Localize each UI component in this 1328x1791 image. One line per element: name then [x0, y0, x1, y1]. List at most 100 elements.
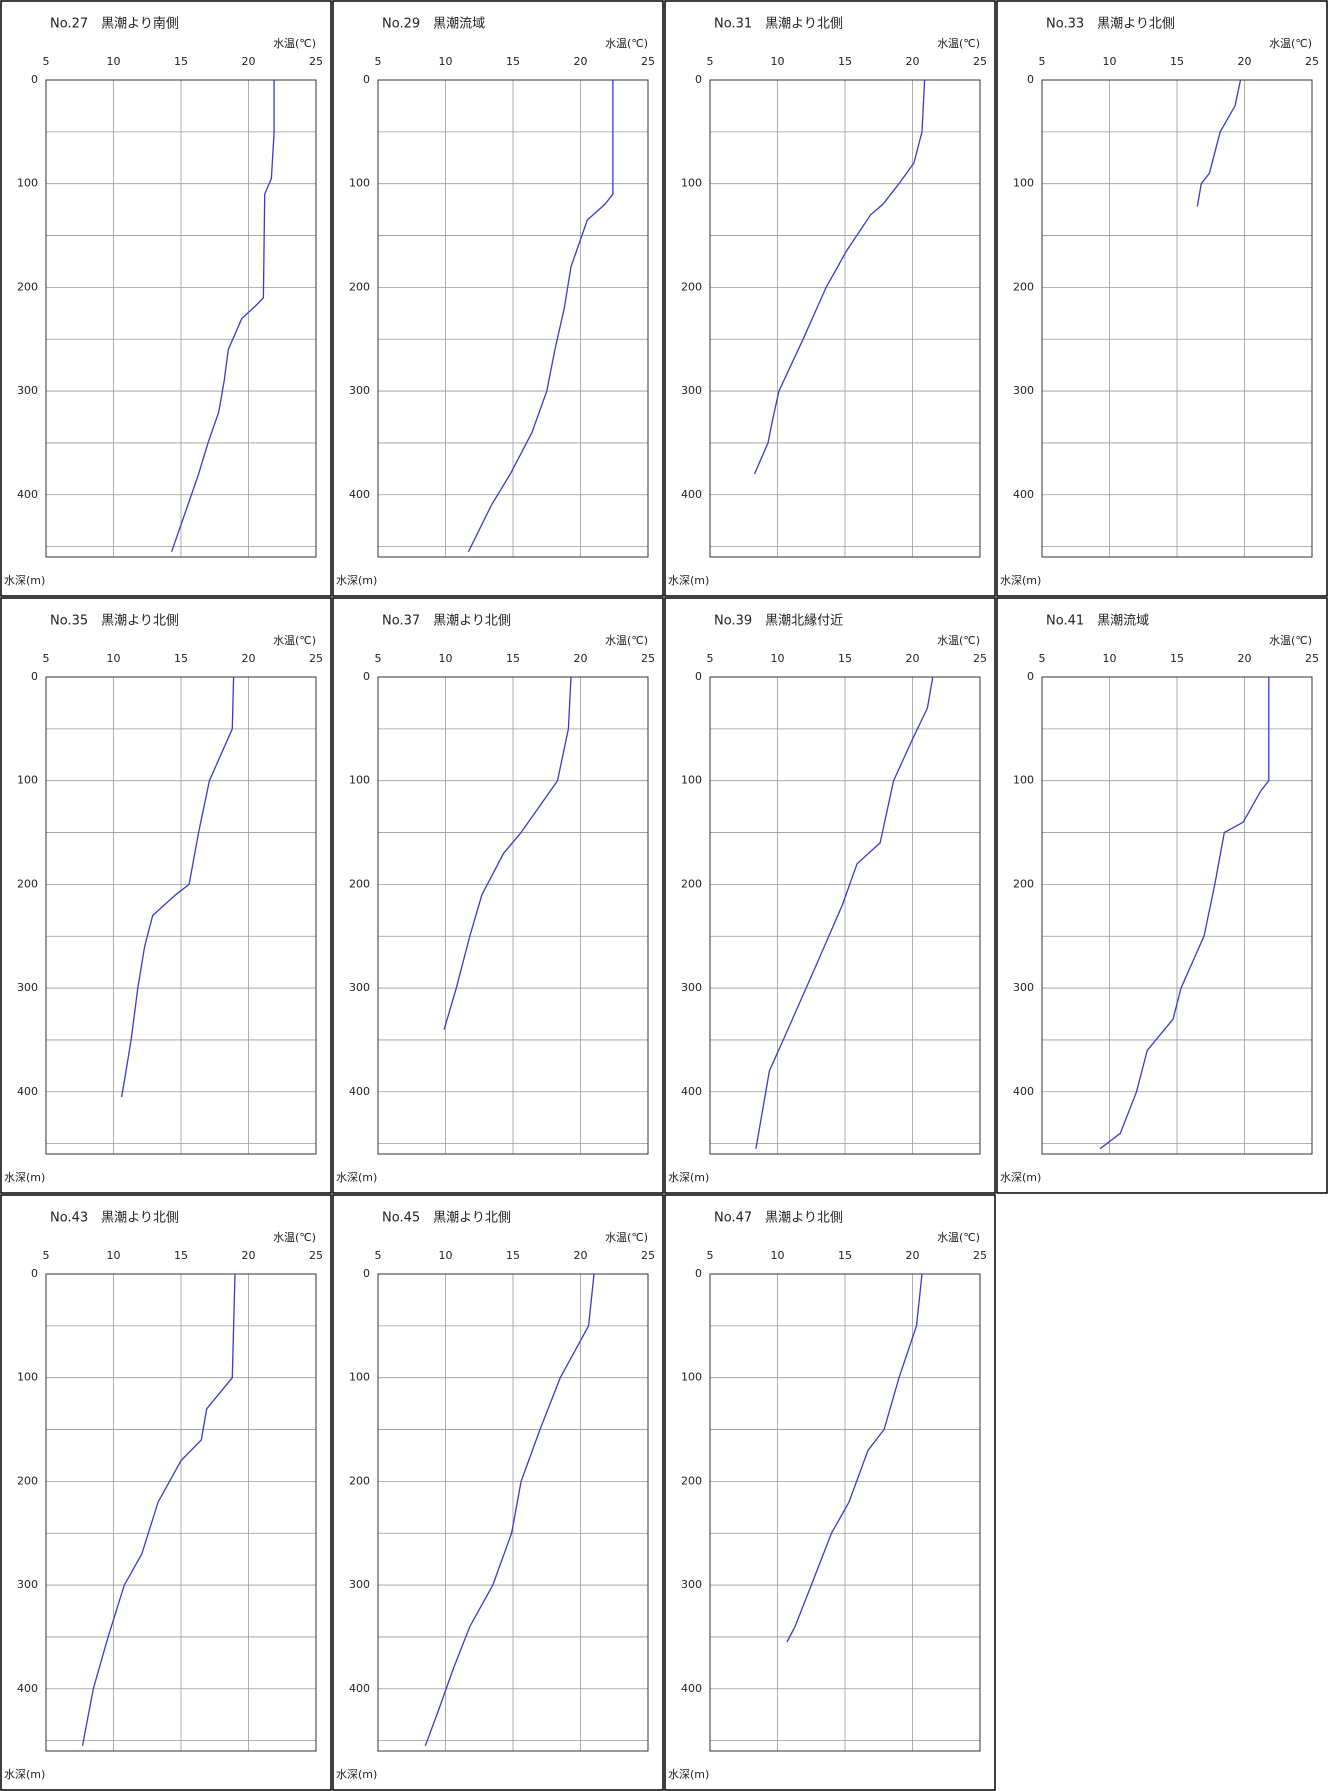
plot-frame [1041, 79, 1313, 558]
y-tick-label: 0 [31, 1267, 38, 1280]
y-axis-label: 水深(m) [4, 574, 45, 587]
plot-frame [709, 79, 981, 558]
y-tick-label: 400 [17, 1682, 38, 1695]
x-tick-label: 5 [707, 55, 714, 68]
x-tick-label: 20 [242, 55, 256, 68]
y-tick-label: 0 [695, 73, 702, 86]
y-tick-label: 200 [349, 877, 370, 890]
x-tick-label: 10 [439, 1249, 453, 1262]
profile-line [467, 80, 614, 553]
x-axis-label: 水温(℃) [937, 634, 980, 647]
panel-border [664, 597, 996, 1194]
chart-title: No.31 黒潮より北側 [714, 17, 843, 32]
profile-line [424, 1273, 595, 1747]
y-tick-label: 100 [17, 774, 38, 787]
chart-title: No.43 黒潮より北側 [50, 1211, 179, 1226]
x-tick-label: 5 [43, 55, 50, 68]
y-tick-label: 300 [681, 981, 702, 994]
profile-line [786, 1273, 923, 1643]
x-tick-label: 10 [107, 652, 121, 665]
y-tick-label: 0 [363, 1267, 370, 1280]
x-tick-label: 20 [906, 1249, 920, 1262]
y-axis-label: 水深(m) [4, 1171, 45, 1184]
chart-title: No.29 黒潮流域 [382, 17, 485, 32]
y-tick-label: 0 [695, 1267, 702, 1280]
y-axis-label: 水深(m) [668, 1171, 709, 1184]
y-tick-label: 300 [17, 1578, 38, 1591]
y-tick-label: 100 [681, 774, 702, 787]
y-axis-label: 水深(m) [336, 1768, 377, 1781]
x-tick-label: 25 [973, 55, 987, 68]
x-axis-label: 水温(℃) [605, 37, 648, 50]
x-tick-label: 10 [107, 55, 121, 68]
y-tick-label: 300 [681, 384, 702, 397]
y-tick-label: 300 [349, 384, 370, 397]
y-axis-label: 水深(m) [336, 574, 377, 587]
plot-frame [377, 676, 649, 1155]
x-tick-label: 15 [174, 55, 188, 68]
y-tick-label: 200 [681, 1474, 702, 1487]
x-tick-label: 25 [641, 55, 655, 68]
y-tick-label: 100 [681, 1371, 702, 1384]
x-tick-label: 15 [506, 1249, 520, 1262]
profile-line [81, 1273, 236, 1746]
y-tick-label: 300 [349, 981, 370, 994]
y-tick-label: 400 [17, 1085, 38, 1098]
x-tick-label: 10 [1103, 652, 1117, 665]
y-tick-label: 400 [349, 1682, 370, 1695]
plot-frame [45, 79, 317, 558]
x-tick-label: 5 [707, 652, 714, 665]
y-tick-label: 400 [1013, 1085, 1034, 1098]
y-tick-label: 0 [363, 670, 370, 683]
panel-border [0, 0, 332, 597]
y-tick-label: 100 [1013, 177, 1034, 190]
y-tick-label: 100 [17, 177, 38, 190]
y-tick-label: 300 [349, 1578, 370, 1591]
panel-border [664, 1194, 996, 1791]
chart-title: No.27 黒潮より南側 [50, 16, 179, 32]
y-tick-label: 400 [349, 488, 370, 501]
x-tick-label: 15 [506, 652, 520, 665]
plot-frame [709, 676, 981, 1155]
x-tick-label: 25 [641, 652, 655, 665]
y-tick-label: 300 [17, 981, 38, 994]
y-tick-label: 0 [1027, 73, 1034, 86]
chart-title: No.37 黒潮より北側 [382, 614, 511, 629]
y-tick-label: 100 [349, 774, 370, 787]
plot-frame [709, 1273, 981, 1752]
y-tick-label: 100 [349, 1371, 370, 1384]
chart-title: No.47 黒潮より北側 [714, 1211, 843, 1226]
y-tick-label: 400 [17, 488, 38, 501]
x-tick-label: 5 [1039, 55, 1046, 68]
y-tick-label: 100 [681, 177, 702, 190]
panel-border [996, 597, 1328, 1194]
panel-border [332, 0, 664, 597]
chart-title: No.33 黒潮より北側 [1046, 17, 1175, 32]
x-tick-label: 20 [906, 652, 920, 665]
panel-border [332, 1194, 664, 1791]
y-axis-label: 水深(m) [1000, 574, 1041, 587]
x-tick-label: 20 [906, 55, 920, 68]
plot-frame [45, 676, 317, 1155]
x-tick-label: 5 [707, 1249, 714, 1262]
y-tick-label: 200 [681, 877, 702, 890]
y-tick-label: 300 [1013, 384, 1034, 397]
y-axis-label: 水深(m) [4, 1768, 45, 1781]
x-tick-label: 5 [43, 1249, 50, 1262]
y-tick-label: 100 [17, 1371, 38, 1384]
x-tick-label: 15 [174, 1249, 188, 1262]
x-axis-label: 水温(℃) [1269, 37, 1312, 50]
profile-line [170, 80, 275, 553]
x-tick-label: 10 [439, 55, 453, 68]
y-axis-label: 水深(m) [336, 1171, 377, 1184]
y-tick-label: 300 [17, 384, 38, 397]
y-tick-label: 0 [363, 73, 370, 86]
panel-border [332, 597, 664, 1194]
x-axis-label: 水温(℃) [273, 634, 316, 647]
y-tick-label: 200 [349, 280, 370, 293]
profile-line [753, 79, 926, 475]
x-tick-label: 25 [1305, 55, 1319, 68]
x-tick-label: 15 [174, 652, 188, 665]
